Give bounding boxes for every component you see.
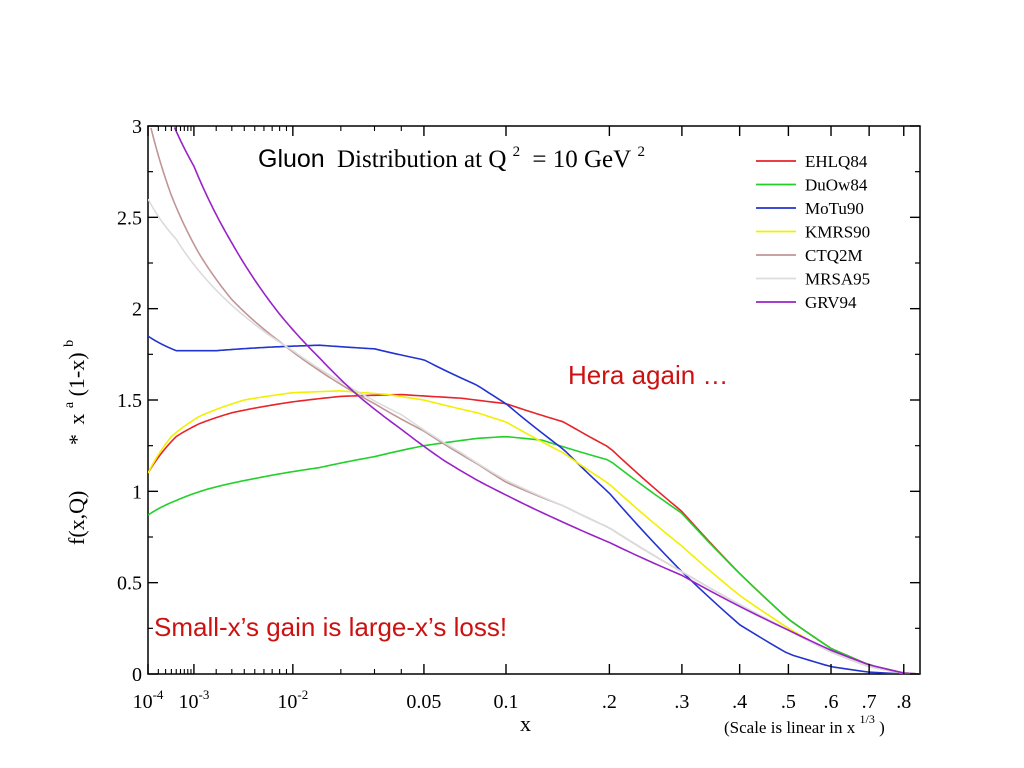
legend-label-grv94: GRV94 bbox=[805, 293, 857, 312]
ylabel-paren-sup: b bbox=[62, 340, 77, 347]
y-tick-label: 2.5 bbox=[117, 207, 142, 229]
ylabel-x-sup: a bbox=[62, 401, 77, 408]
series-line-grv94 bbox=[173, 127, 920, 674]
series-line-mrsa95 bbox=[148, 198, 920, 674]
legend-label-ehlq84: EHLQ84 bbox=[805, 152, 868, 171]
series-line-kmrs90 bbox=[148, 390, 920, 674]
title-rest: Distribution at Q bbox=[337, 146, 506, 173]
legend-label-kmrs90: KMRS90 bbox=[805, 223, 870, 242]
x-tick-label: .8 bbox=[896, 691, 911, 713]
x-tick-label: 0.05 bbox=[406, 691, 441, 713]
y-tick-label: 0.5 bbox=[117, 573, 142, 595]
title-eq: = 10 GeV bbox=[532, 146, 631, 173]
title-q-sup: 2 bbox=[513, 144, 521, 160]
x-scale-note: (Scale is linear in x 1/3 ) bbox=[724, 708, 885, 737]
legend-label-duow84: DuOw84 bbox=[805, 176, 868, 195]
series-layer bbox=[148, 127, 920, 674]
x-tick-label: 10-2 bbox=[277, 687, 308, 713]
y-tick-label: 1 bbox=[132, 481, 142, 503]
ylabel-paren: (1-x) bbox=[64, 352, 89, 396]
x-tick-label: .3 bbox=[674, 691, 689, 713]
series-line-duow84 bbox=[148, 435, 920, 674]
x-tick-label: .2 bbox=[602, 691, 617, 713]
y-tick-label: 2 bbox=[132, 299, 142, 321]
x-tick-label: .7 bbox=[862, 691, 877, 713]
ylabel-star: * bbox=[64, 434, 89, 445]
axis-layer: 0 0.5 1 1.5 2 2.5 3 10-4 10-3 10-2 0.05 0.1 .2 .3 .4 .5… bbox=[117, 116, 920, 713]
y-tick-label: 1.5 bbox=[117, 390, 142, 412]
title-gev-sup: 2 bbox=[637, 144, 645, 160]
x-tick-label: 0.1 bbox=[493, 691, 518, 713]
title-gluon: Gluon bbox=[258, 145, 325, 173]
annotation-hera-again: Hera again … bbox=[568, 360, 728, 390]
x-scale-note-text: (Scale is linear in x bbox=[724, 718, 856, 737]
y-tick-label: 0 bbox=[132, 664, 142, 686]
x-scale-note-close: ) bbox=[879, 718, 885, 737]
ylabel-main: f(x,Q) bbox=[64, 491, 89, 545]
chart-title: Gluon Distribution at Q 2 = 10 GeV 2 bbox=[258, 135, 645, 173]
y-tick-label: 3 bbox=[132, 116, 142, 138]
x-tick-label: .4 bbox=[732, 691, 747, 713]
annotation-small-x-gain: Small-x’s gain is large-x’s loss! bbox=[154, 612, 507, 642]
x-tick-label: .5 bbox=[781, 691, 796, 713]
legend: EHLQ84 DuOw84 MoTu90 KMRS90 CTQ2M MRSA95 GRV94 bbox=[756, 152, 870, 312]
x-axis-label: x bbox=[520, 711, 531, 736]
x-tick-label: .6 bbox=[824, 691, 839, 713]
legend-label-motu90: MoTu90 bbox=[805, 199, 864, 218]
x-tick-label: 10-3 bbox=[178, 687, 209, 713]
legend-label-ctq2m: CTQ2M bbox=[805, 246, 863, 265]
ylabel-x: x bbox=[64, 414, 89, 425]
x-scale-note-sup: 1/3 bbox=[860, 712, 875, 726]
x-tick-label: 10-4 bbox=[133, 687, 164, 713]
legend-label-mrsa95: MRSA95 bbox=[805, 270, 870, 289]
series-line-ehlq84 bbox=[148, 393, 920, 674]
y-axis-label: f(x,Q) * x a (1-x) b bbox=[53, 340, 89, 545]
